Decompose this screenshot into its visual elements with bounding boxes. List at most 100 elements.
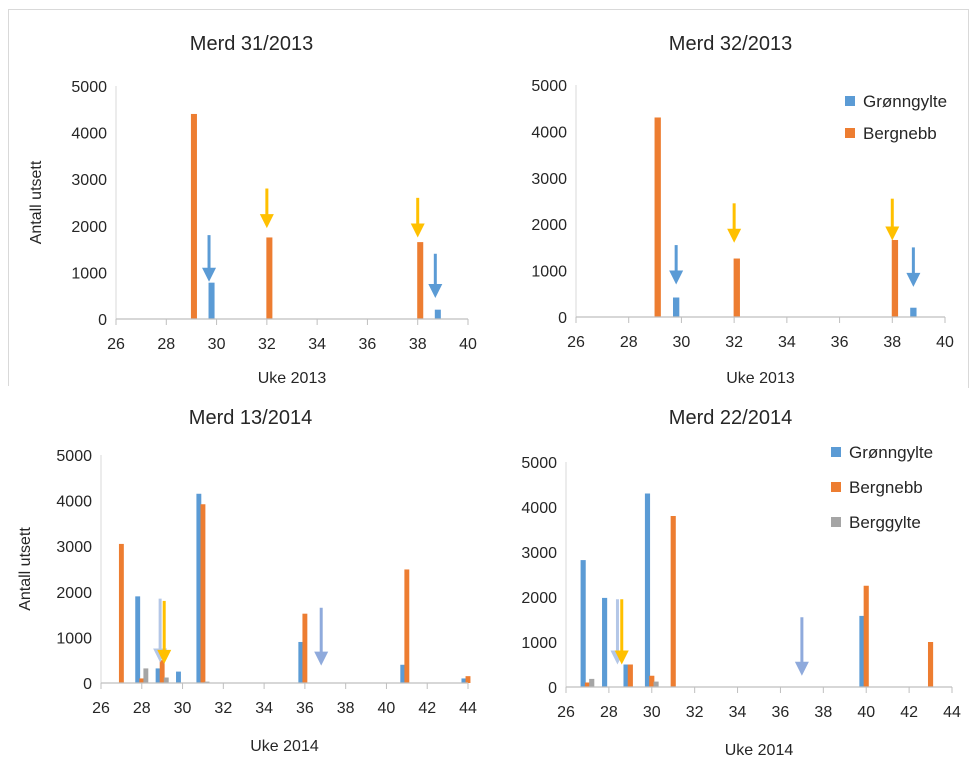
bar-gr-nngylte — [580, 560, 586, 687]
x-axis-label: Uke 2013 — [726, 370, 795, 387]
chart-panel-merd-22-2014: Merd 22/2014 0 1000 2000 3000 4000 5000 26 28 30 3… — [493, 386, 968, 767]
bar-bergnebb — [266, 237, 273, 319]
x-tick-label: 28 — [157, 336, 175, 353]
bar-gr-nngylte — [196, 493, 202, 683]
y-tick-label: 1000 — [56, 630, 92, 647]
bar-gr-nngylte — [155, 668, 161, 683]
annotation-arrow — [314, 607, 329, 666]
chart-title: Merd 31/2013 — [190, 33, 313, 55]
y-tick-label: 0 — [98, 312, 107, 329]
y-tick-label: 0 — [548, 680, 557, 697]
bar-gr-nngylte — [135, 596, 141, 683]
chart-title: Merd 32/2013 — [669, 33, 792, 55]
bar-berggylte — [204, 681, 210, 683]
x-tick-label: 42 — [418, 700, 436, 717]
bar-bergnebb — [627, 664, 633, 687]
bar-bergnebb — [649, 675, 655, 687]
legend-swatch — [831, 517, 841, 527]
y-tick-label: 0 — [558, 310, 567, 327]
bar-berggylte — [163, 677, 169, 683]
y-tick-label: 3000 — [71, 172, 107, 189]
x-tick-label: 44 — [459, 700, 477, 717]
bar-gr-nngylte — [434, 309, 441, 319]
y-tick-label: 4000 — [521, 500, 557, 517]
y-tick-label: 3000 — [531, 171, 567, 188]
legend-label: Grønngylte — [849, 443, 933, 462]
y-tick-label: 4000 — [56, 494, 92, 511]
y-tick-label: 1000 — [531, 264, 567, 281]
annotation-arrow — [202, 235, 217, 282]
legend-swatch — [845, 128, 855, 138]
y-tick-label: 5000 — [531, 78, 567, 95]
bar-gr-nngylte — [859, 615, 865, 687]
bar-berggylte — [653, 681, 659, 687]
annotation-arrow — [669, 245, 684, 285]
annotation-arrow — [614, 599, 629, 665]
y-tick-label: 2000 — [531, 217, 567, 234]
bar-bergnebb — [417, 242, 424, 319]
x-tick-label: 30 — [174, 700, 192, 717]
y-tick-label: 4000 — [531, 124, 567, 141]
x-tick-label: 40 — [857, 704, 875, 721]
bar-gr-nngylte — [623, 664, 629, 687]
x-tick-label: 32 — [725, 334, 743, 351]
bar-bergnebb — [733, 258, 740, 317]
bar-gr-nngylte — [400, 664, 406, 683]
y-tick-label: 3000 — [521, 545, 557, 562]
x-tick-label: 36 — [359, 336, 377, 353]
y-tick-label: 5000 — [521, 455, 557, 472]
chart-title: Merd 13/2014 — [189, 407, 312, 429]
annotation-arrow — [727, 203, 742, 243]
bar-bergnebb — [190, 113, 197, 320]
chart-title: Merd 22/2014 — [669, 407, 792, 429]
legend-label: Bergnebb — [849, 478, 923, 497]
x-tick-label: 38 — [814, 704, 832, 721]
chart-merd-32-2013: Merd 32/2013 0 1000 2000 3000 4000 5000 26 28 30 3… — [531, 33, 954, 387]
legend-swatch — [845, 96, 855, 106]
y-tick-label: 4000 — [71, 126, 107, 143]
bar-bergnebb — [584, 682, 591, 687]
annotation-arrow — [794, 617, 809, 676]
y-tick-label: 2000 — [71, 219, 107, 236]
y-tick-label: 5000 — [56, 448, 92, 465]
bar-bergnebb — [670, 516, 676, 687]
x-tick-label: 30 — [208, 336, 226, 353]
bar-berggylte — [143, 668, 149, 683]
x-tick-label: 42 — [900, 704, 918, 721]
y-tick-label: 1000 — [521, 635, 557, 652]
bar-bergnebb — [863, 585, 869, 687]
x-tick-label: 26 — [92, 700, 110, 717]
x-tick-label: 30 — [643, 704, 661, 721]
x-tick-label: 34 — [778, 334, 796, 351]
x-tick-label: 36 — [772, 704, 790, 721]
y-tick-label: 1000 — [71, 265, 107, 282]
bar-berggylte — [589, 678, 595, 687]
y-axis-label: Antall utsett — [17, 527, 34, 611]
y-tick-label: 0 — [83, 676, 92, 693]
x-tick-label: 36 — [831, 334, 849, 351]
x-tick-label: 38 — [883, 334, 901, 351]
legend-label: Grønngylte — [863, 92, 947, 111]
chart-merd-13-2014: Merd 13/2014 0 1000 2000 3000 4000 5000 26 28 30 3… — [17, 407, 477, 755]
legend-swatch — [831, 447, 841, 457]
legend-label: Bergnebb — [863, 124, 937, 143]
annotation-arrow — [428, 253, 443, 299]
x-axis-label: Uke 2013 — [258, 370, 327, 387]
x-tick-label: 28 — [600, 704, 618, 721]
bar-gr-nngylte — [208, 282, 215, 319]
annotation-arrow — [157, 600, 172, 664]
x-axis-label: Uke 2014 — [250, 738, 319, 755]
x-tick-label: 34 — [729, 704, 747, 721]
y-tick-label: 2000 — [56, 585, 92, 602]
x-axis-label: Uke 2014 — [725, 742, 794, 759]
legend-swatch — [831, 482, 841, 492]
x-tick-label: 32 — [258, 336, 276, 353]
bar-bergnebb — [927, 642, 934, 687]
x-tick-label: 32 — [214, 700, 232, 717]
bar-bergnebb — [654, 117, 661, 317]
y-axis-label: Antall utsett — [28, 160, 45, 244]
x-tick-label: 32 — [686, 704, 704, 721]
chart-panel-merd-13-2014: Merd 13/2014 0 1000 2000 3000 4000 5000 26 28 30 3… — [8, 386, 494, 767]
x-tick-label: 40 — [459, 336, 477, 353]
x-tick-label: 28 — [620, 334, 638, 351]
